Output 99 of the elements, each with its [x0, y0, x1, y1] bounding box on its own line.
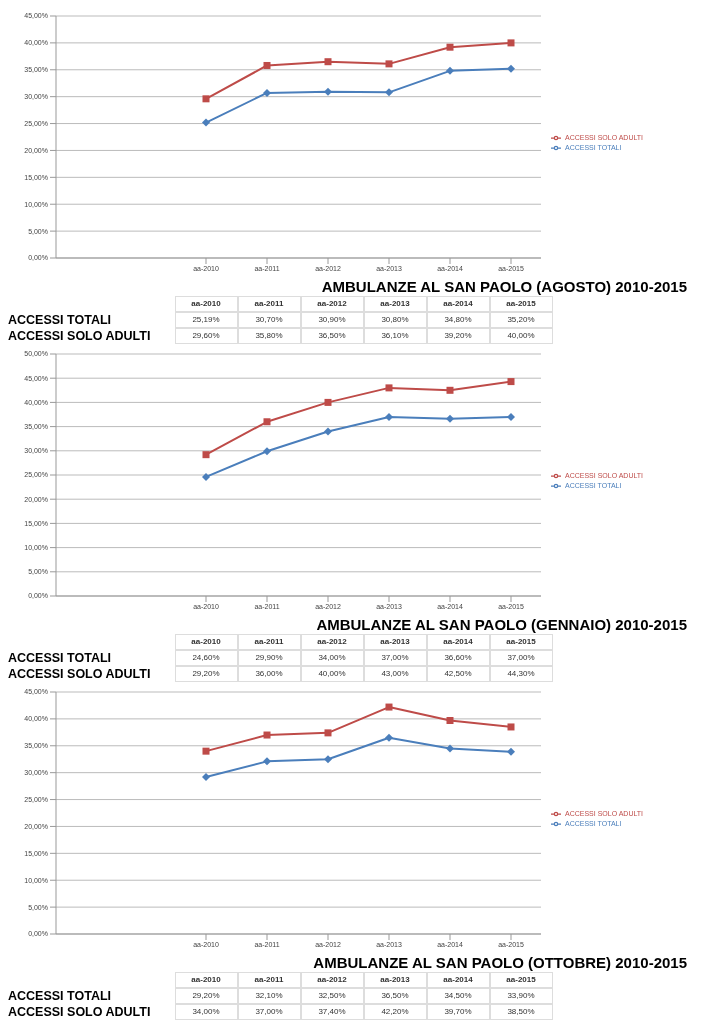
- point: [263, 757, 271, 766]
- point: [324, 729, 332, 737]
- category-label: aa-2010: [191, 975, 221, 984]
- point: [507, 747, 515, 756]
- category-label: aa-2014: [443, 975, 473, 984]
- point: [263, 88, 271, 97]
- point: [385, 384, 393, 392]
- point: [324, 427, 332, 436]
- category-label: aa-2014: [443, 299, 473, 308]
- point: [385, 412, 393, 421]
- category-label: aa-2015: [506, 299, 536, 308]
- point: [385, 703, 393, 711]
- data-label: 36,50%: [363, 988, 427, 1004]
- data-label: 34,00%: [300, 650, 364, 666]
- point: [324, 755, 332, 764]
- point: [446, 744, 454, 753]
- text: ACCESSI SOLO ADULTI: [8, 667, 151, 681]
- text: AMBULANZE AL SAN PAOLO (GENNAIO) 2010-2015: [315, 616, 688, 634]
- point: [385, 60, 393, 68]
- point: [202, 95, 210, 103]
- point: [324, 58, 332, 66]
- category-label: aa-2010: [191, 299, 221, 308]
- category-label: aa-2013: [380, 975, 410, 984]
- text: ACCESSI SOLO ADULTI: [8, 1005, 151, 1019]
- category-label: aa-2012: [317, 299, 347, 308]
- data-label: 38,50%: [489, 1004, 553, 1020]
- data-label: 44,30%: [489, 666, 553, 682]
- data-label: 32,10%: [237, 988, 301, 1004]
- point: [385, 88, 393, 97]
- point: [507, 412, 515, 421]
- data-label: 42,50%: [426, 666, 490, 682]
- point: [263, 61, 271, 69]
- data-label: 25,19%: [174, 312, 238, 328]
- category-label: aa-2012: [317, 637, 347, 646]
- data-label: 29,90%: [237, 650, 301, 666]
- data-label: 37,40%: [300, 1004, 364, 1020]
- data-label: 34,50%: [426, 988, 490, 1004]
- text: ACCESSI TOTALI: [8, 989, 112, 1003]
- point: [507, 64, 515, 73]
- data-label: 36,00%: [237, 666, 301, 682]
- data-label: 37,00%: [237, 1004, 301, 1020]
- data-label: 29,20%: [174, 666, 238, 682]
- point: [263, 418, 271, 426]
- point: [446, 717, 454, 724]
- point: [507, 39, 515, 47]
- text: ACCESSI TOTALI: [8, 313, 112, 327]
- point: [324, 87, 332, 96]
- data-label: 40,00%: [489, 328, 553, 344]
- category-label: aa-2015: [506, 637, 536, 646]
- point: [202, 747, 210, 755]
- category-label: aa-2012: [317, 975, 347, 984]
- data-label: 37,00%: [363, 650, 427, 666]
- data-label: 29,60%: [174, 328, 238, 344]
- data-label: 36,60%: [426, 650, 490, 666]
- text: ACCESSI SOLO ADULTI: [8, 329, 151, 343]
- point: [263, 731, 271, 739]
- text: AMBULANZE AL SAN PAOLO (AGOSTO) 2010-2015: [320, 278, 688, 296]
- category-label: aa-2015: [506, 975, 536, 984]
- data-label: 40,00%: [300, 666, 364, 682]
- point: [507, 723, 515, 731]
- data-label: 33,90%: [489, 988, 553, 1004]
- data-label: 36,10%: [363, 328, 427, 344]
- point: [202, 472, 210, 481]
- point: [446, 43, 454, 51]
- data-label: 35,80%: [237, 328, 301, 344]
- data-label: 34,00%: [174, 1004, 238, 1020]
- point: [446, 414, 454, 423]
- point: [507, 378, 515, 386]
- data-label: 24,60%: [174, 650, 238, 666]
- text: AMBULANZE AL SAN PAOLO (OTTOBRE) 2010-2015: [312, 954, 688, 972]
- data-label: 34,80%: [426, 312, 490, 328]
- data-label: 39,70%: [426, 1004, 490, 1020]
- data-label: 35,20%: [489, 312, 553, 328]
- category-label: aa-2011: [254, 299, 284, 308]
- point: [446, 66, 454, 75]
- point: [263, 447, 271, 456]
- data-label: 42,20%: [363, 1004, 427, 1020]
- data-label: 30,70%: [237, 312, 301, 328]
- point: [446, 386, 454, 394]
- data-label: 43,00%: [363, 666, 427, 682]
- data-label: 32,50%: [300, 988, 364, 1004]
- category-label: aa-2013: [380, 637, 410, 646]
- category-label: aa-2011: [254, 637, 284, 646]
- category-label: aa-2014: [443, 637, 473, 646]
- data-label: 36,50%: [300, 328, 364, 344]
- point: [202, 772, 210, 781]
- category-label: aa-2011: [254, 975, 284, 984]
- data-label: 37,00%: [489, 650, 553, 666]
- point: [202, 118, 210, 127]
- data-label: 39,20%: [426, 328, 490, 344]
- text: ACCESSI TOTALI: [8, 651, 112, 665]
- point: [324, 398, 332, 406]
- point: [202, 451, 210, 459]
- data-label: 30,90%: [300, 312, 364, 328]
- point: [385, 733, 393, 742]
- data-label: 30,80%: [363, 312, 427, 328]
- category-label: aa-2010: [191, 637, 221, 646]
- data-label: 29,20%: [174, 988, 238, 1004]
- category-label: aa-2013: [380, 299, 410, 308]
